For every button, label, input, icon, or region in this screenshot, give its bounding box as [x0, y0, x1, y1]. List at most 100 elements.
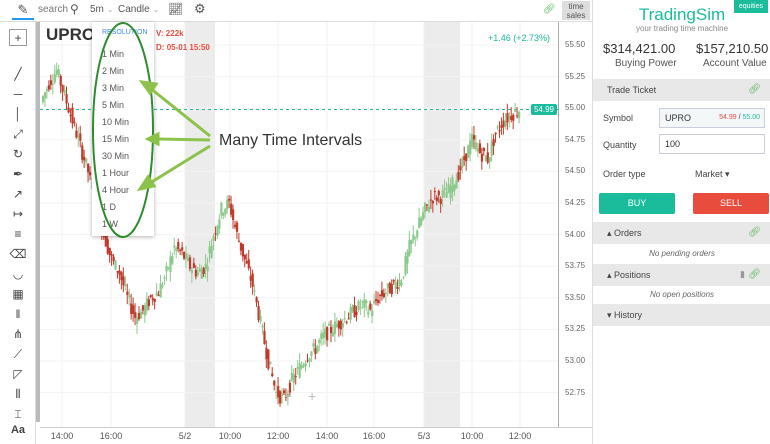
search-input[interactable]: search — [38, 4, 69, 15]
candle — [437, 191, 440, 196]
resolution-option[interactable]: 5 Min — [102, 100, 125, 110]
change-readout: +1.46 (+2.73%) — [487, 33, 550, 43]
candle — [114, 260, 117, 270]
candle — [200, 269, 203, 279]
candle — [239, 242, 243, 251]
candle — [51, 83, 54, 85]
candle — [316, 345, 319, 353]
resolution-option[interactable]: 1 D — [102, 202, 117, 212]
arrow-icon[interactable]: ↗ — [12, 187, 24, 201]
interval-select[interactable]: 5m ⌄ — [90, 4, 114, 15]
candle — [361, 301, 364, 303]
no-orders-text: No pending orders — [649, 249, 715, 258]
arc-icon[interactable]: ◡ — [12, 267, 24, 281]
candle — [469, 140, 472, 155]
triangle-icon[interactable]: ◸ — [13, 367, 23, 381]
link-icon[interactable]: 🔗︎ — [543, 4, 556, 15]
candle — [241, 243, 245, 257]
zoom-out-button[interactable]: − — [284, 388, 293, 404]
pitchfork-icon[interactable]: ⋔ — [12, 327, 24, 341]
time-sales-button[interactable]: time sales — [562, 1, 590, 20]
symbol-value: UPRO — [665, 113, 692, 123]
levels-icon[interactable]: ⌶ — [14, 407, 22, 421]
candle — [124, 284, 127, 286]
account-value: $157,210.50 — [696, 41, 769, 56]
time-axis[interactable]: 14:00 16:00 5/2 10:00 12:00 14:00 16:00 5/3 10:0… — [40, 427, 592, 444]
search-icon[interactable]: ⚲ — [70, 2, 79, 16]
brush-icon[interactable]: ✒ — [12, 167, 24, 181]
candle — [141, 305, 145, 311]
resolution-option[interactable]: 1 Hour — [102, 168, 130, 178]
candle — [502, 120, 505, 127]
positions-header[interactable]: ▴ Positions ▮ 🔗︎ — [593, 264, 770, 286]
horizontal-line-icon[interactable]: ─ — [13, 87, 23, 101]
candle — [478, 143, 482, 154]
resolution-option[interactable]: 1 Min — [102, 49, 125, 59]
text-tool-icon[interactable]: Aa — [10, 424, 26, 436]
candle — [496, 126, 499, 128]
indicators-icon[interactable]: 📈︎ — [168, 2, 184, 16]
candle — [378, 294, 382, 296]
resolution-option[interactable]: 30 Min — [102, 151, 130, 161]
resolution-option[interactable]: 3 Min — [102, 83, 125, 93]
candle — [461, 158, 464, 168]
link-icon[interactable]: 🔗︎ — [748, 84, 761, 95]
link-icon[interactable]: 🔗︎ — [748, 227, 761, 238]
buy-button[interactable]: BUY — [599, 193, 675, 214]
ray-icon[interactable]: ⤢ — [13, 127, 23, 141]
candle — [451, 177, 454, 193]
resolution-option[interactable]: 10 Min — [102, 117, 130, 127]
candle — [226, 199, 229, 210]
candle — [134, 312, 137, 318]
fan-icon[interactable]: ⟋ — [13, 347, 23, 361]
channel-icon[interactable]: ≡ — [14, 227, 22, 241]
candle — [333, 321, 337, 334]
trendline-icon[interactable]: ╱ — [14, 67, 22, 81]
fib-icon[interactable]: ▦ — [12, 287, 24, 301]
candle — [492, 139, 495, 146]
resolution-option[interactable]: 2 Min — [102, 66, 125, 76]
gear-icon[interactable]: ⚙ — [194, 1, 206, 16]
resolution-header: RESOLUTION — [102, 29, 148, 36]
candle — [196, 272, 199, 276]
candle — [416, 230, 419, 238]
time-tick: 12:00 — [508, 431, 532, 441]
crosshair-icon[interactable]: + — [9, 29, 27, 46]
candle — [192, 263, 196, 268]
date-readout: D: 05-01 15:50 — [156, 43, 210, 52]
candle — [512, 114, 515, 121]
parallel-icon[interactable]: ‖ — [15, 307, 21, 321]
chart-type-select[interactable]: Candle ⌄ — [118, 4, 159, 15]
price-axis[interactable]: 55.50 55.25 55.00 54.75 54.50 54.25 54.00 53.75… — [558, 22, 592, 427]
resolution-option[interactable]: 1 W — [102, 219, 119, 229]
candle — [282, 390, 286, 394]
quantity-field[interactable]: 100 — [659, 134, 765, 154]
candle — [306, 360, 309, 362]
curve-icon[interactable]: ↻ — [12, 147, 24, 161]
zoom-in-button[interactable]: + — [308, 388, 317, 404]
trade-ticket-header[interactable]: Trade Ticket 🔗︎ — [593, 79, 770, 101]
candle — [406, 251, 409, 264]
cycle-lines-icon[interactable]: ⦀ — [15, 387, 21, 401]
sell-button[interactable]: SELL — [693, 193, 769, 214]
toolbar-scrollbar[interactable] — [36, 22, 40, 422]
pencil-icon[interactable]: ✎ — [12, 2, 34, 20]
measure-icon[interactable]: ↦ — [12, 207, 24, 221]
order-type-select[interactable]: Market ▾ — [695, 169, 730, 179]
candle — [216, 225, 219, 236]
bar-chart-icon[interactable]: ▮ — [740, 269, 745, 279]
candle — [474, 142, 478, 150]
candle — [45, 89, 49, 92]
candle — [112, 256, 115, 262]
vertical-line-icon[interactable]: │ — [14, 107, 22, 121]
candle — [424, 202, 427, 213]
resolution-option[interactable]: 15 Min — [102, 134, 130, 144]
candle — [175, 247, 178, 251]
symbol-field[interactable]: UPRO 54.99 / 55.00 — [659, 108, 765, 128]
history-header[interactable]: ▾ History — [593, 304, 770, 326]
link-icon[interactable]: 🔗︎ — [748, 269, 761, 280]
resolution-option[interactable]: 4 Hour — [102, 185, 130, 195]
order-type-label: Order type — [603, 169, 646, 179]
orders-header[interactable]: ▴ Orders 🔗︎ — [593, 222, 770, 244]
eraser-icon[interactable]: ⌫ — [9, 247, 27, 261]
